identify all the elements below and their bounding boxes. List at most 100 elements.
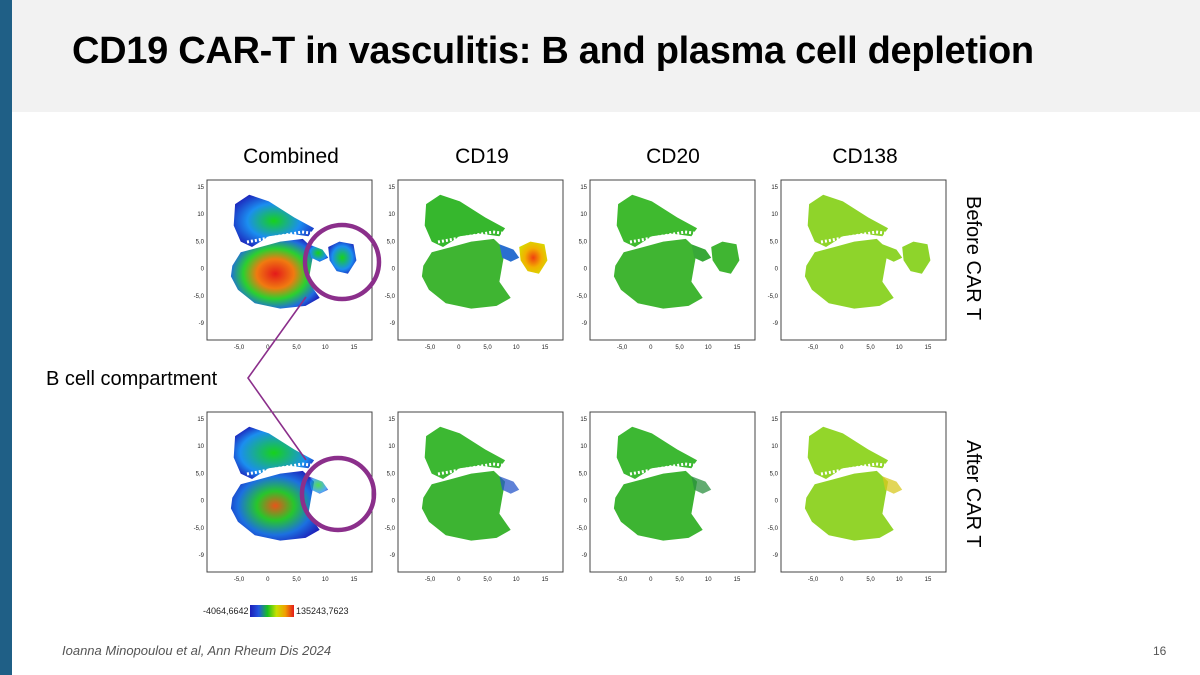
x-tick-label: 15 [734,345,741,351]
cell-cluster-bridge [308,476,329,494]
y-tick-label: -9 [582,321,588,327]
y-tick-label: 0 [775,267,779,273]
y-tick-label: -5,0 [577,294,588,300]
y-tick-label: 15 [771,417,778,423]
y-tick-label: 10 [388,444,395,450]
y-tick-label: 10 [771,444,778,450]
x-tick-label: -5,0 [234,577,245,583]
x-tick-label: 15 [925,577,932,583]
y-tick-label: -9 [582,553,588,559]
y-tick-label: 5,0 [579,239,588,245]
x-tick-label: 10 [322,345,329,351]
b-cell-connector-line [247,296,307,461]
x-tick-label: 15 [542,577,549,583]
y-tick-label: 15 [197,417,204,423]
y-tick-label: 0 [201,267,205,273]
cell-cluster-upper [807,426,889,479]
x-tick-label: 0 [840,577,844,583]
slide-number: 16 [1153,644,1167,658]
umap-panel-cd19-after: 15 10 5,0 0 -5,0 -9 -5,0 0 5,0 10 15 [385,411,564,583]
y-tick-label: -9 [390,321,396,327]
y-tick-label: 15 [197,185,204,191]
y-tick-label: 10 [197,444,204,450]
x-tick-label: -5,0 [425,577,436,583]
cell-cluster-lower [613,470,703,541]
x-tick-label: 0 [457,345,461,351]
cell-cluster-lower [804,470,894,541]
x-tick-label: 0 [649,577,653,583]
umap-panel-cd138-after: 15 10 5,0 0 -5,0 -9 -5,0 0 5,0 10 15 [768,411,947,583]
umap-panel-combined-after: 15 10 5,0 0 -5,0 -9 -5,0 0 5,0 10 15 [194,411,373,583]
cell-cluster-bcell [328,241,357,274]
x-tick-label: -5,0 [617,577,628,583]
left-accent-bar [0,0,12,675]
cell-cluster-bridge [882,244,903,262]
cell-cluster-upper [616,426,698,479]
x-tick-label: 10 [513,345,520,351]
y-tick-label: -5,0 [577,526,588,532]
b-cell-compartment-label: B cell compartment [46,368,218,390]
y-tick-label: 5,0 [387,239,396,245]
cell-cluster-upper [424,194,506,247]
y-tick-label: -9 [199,553,205,559]
column-label-cd19: CD19 [455,145,509,168]
color-scale-min-label: -4064,6642 [203,606,249,616]
x-tick-label: -5,0 [808,577,819,583]
y-tick-label: 10 [771,212,778,218]
x-tick-label: 15 [542,345,549,351]
color-scale-max-label: 135243,7623 [296,606,349,616]
x-tick-label: 0 [840,345,844,351]
column-label-cd138: CD138 [832,145,898,168]
x-tick-label: -5,0 [425,345,436,351]
umap-panel-cd19-before: 15 10 5,0 0 -5,0 -9 -5,0 0 5,0 10 15 [385,179,564,351]
umap-panel-cd138-before: 15 10 5,0 0 -5,0 -9 -5,0 0 5,0 10 15 [768,179,947,351]
y-tick-label: 10 [388,212,395,218]
y-tick-label: 0 [584,267,588,273]
x-tick-label: 15 [734,577,741,583]
umap-panel-combined-before: 15 10 5,0 0 -5,0 -9 -5,0 0 5,0 10 15 [194,179,373,351]
x-tick-label: 10 [513,577,520,583]
x-tick-label: 15 [351,577,358,583]
x-tick-label: 10 [705,577,712,583]
cell-cluster-upper [807,194,889,247]
x-tick-label: 5,0 [483,345,492,351]
x-tick-label: 5,0 [675,345,684,351]
cell-cluster-upper [233,194,315,247]
x-tick-label: 5,0 [292,577,301,583]
x-tick-label: 15 [925,345,932,351]
y-tick-label: 0 [201,499,205,505]
x-tick-label: 10 [896,345,903,351]
y-tick-label: 0 [775,499,779,505]
x-tick-label: 5,0 [483,577,492,583]
x-tick-label: -5,0 [808,345,819,351]
y-tick-label: -9 [199,321,205,327]
y-tick-label: -9 [773,321,779,327]
cell-cluster-upper [616,194,698,247]
column-label-cd20: CD20 [646,145,700,168]
y-tick-label: 0 [392,267,396,273]
x-tick-label: -5,0 [617,345,628,351]
color-scale-bar [250,605,294,617]
x-tick-label: 5,0 [292,345,301,351]
y-tick-label: 10 [197,212,204,218]
y-tick-label: 0 [392,499,396,505]
y-tick-label: 5,0 [579,471,588,477]
y-tick-label: 5,0 [770,471,779,477]
x-tick-label: 0 [649,345,653,351]
y-tick-label: -5,0 [768,294,779,300]
column-label-combined: Combined [243,145,339,168]
cell-cluster-bcell [902,241,931,274]
cell-cluster-lower [421,470,511,541]
x-tick-label: 0 [457,577,461,583]
citation: Ioanna Minopoulou et al, Ann Rheum Dis 2… [62,643,332,658]
y-tick-label: -5,0 [194,526,205,532]
slide-title: CD19 CAR-T in vasculitis: B and plasma c… [72,30,1034,72]
cell-cluster-upper [233,426,315,479]
cell-cluster-bridge [499,476,520,494]
y-tick-label: 10 [580,444,587,450]
cell-cluster-lower [804,238,894,309]
y-tick-label: 0 [584,499,588,505]
umap-panel-cd20-after: 15 10 5,0 0 -5,0 -9 -5,0 0 5,0 10 15 [577,411,756,583]
x-tick-label: -5,0 [234,345,245,351]
